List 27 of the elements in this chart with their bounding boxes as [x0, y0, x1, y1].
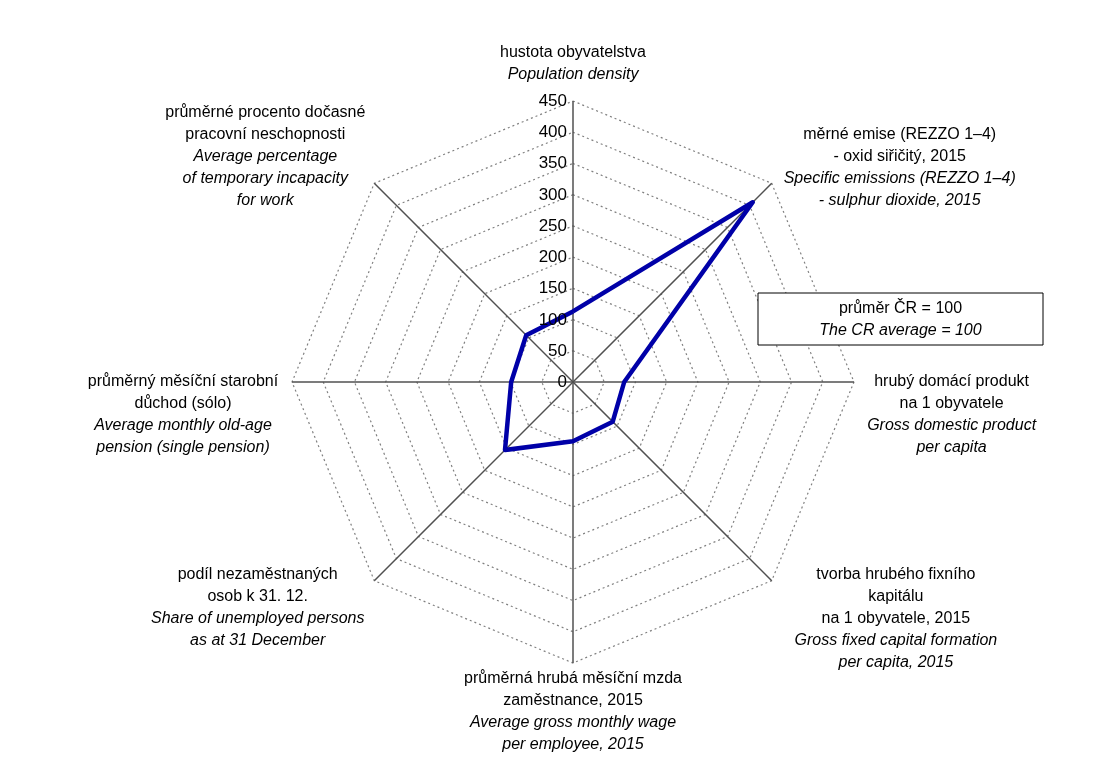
text: Average gross monthly wage per employee, 2015	[468, 713, 677, 752]
spoke-label: měrné emise (REZZO 1–4) - oxid siřičitý, 2015	[803, 125, 997, 165]
y-tick-label: 250	[538, 215, 567, 235]
text: Gross fixed capital formation per capita, 2015	[794, 630, 998, 670]
y-tick-label: 400	[538, 122, 567, 142]
text: průměr ČR = 100	[838, 298, 963, 316]
y-tick-label: 350	[538, 153, 567, 173]
text: The CR average = 100	[819, 321, 982, 338]
y-tick-label: 300	[538, 184, 567, 204]
text: Average monthly old-age pension (single pension)	[93, 416, 272, 455]
spoke-label: průměrný měsíční starobní důchod (sólo)	[87, 372, 279, 411]
text: Share of unemployed persons as at 31 December	[150, 608, 365, 648]
text: Gross domestic product per capita	[867, 416, 1037, 455]
y-tick-label: 150	[538, 278, 567, 298]
text: Population density	[507, 65, 640, 82]
y-tick-label: 200	[538, 247, 567, 267]
y-tick-label: 0	[557, 372, 567, 391]
spoke-label: hrubý domácí produkt na 1 obyvatele	[874, 372, 1030, 411]
spoke-label: průměrná hrubá měsíční mzda zaměstnance, 2015	[464, 669, 683, 708]
y-tick-label: 50	[548, 340, 567, 360]
spoke-label: tvorba hrubého fixního kapitálu na 1 obyvatele, 2015	[816, 564, 976, 626]
spoke-label: hustota obyvatelstva	[500, 43, 647, 60]
text: Specific emissions (REZZO 1–4) - sulphur dioxide, 2015	[783, 169, 1016, 209]
y-tick-label: 450	[538, 91, 567, 110]
spoke-label: podíl nezaměstnaných osob k 31. 12.	[177, 564, 338, 604]
text: Average percentage of temporary incapacity for work	[182, 147, 350, 209]
spoke-label: průměrné procento dočasné pracovní neschopnosti	[165, 103, 366, 143]
